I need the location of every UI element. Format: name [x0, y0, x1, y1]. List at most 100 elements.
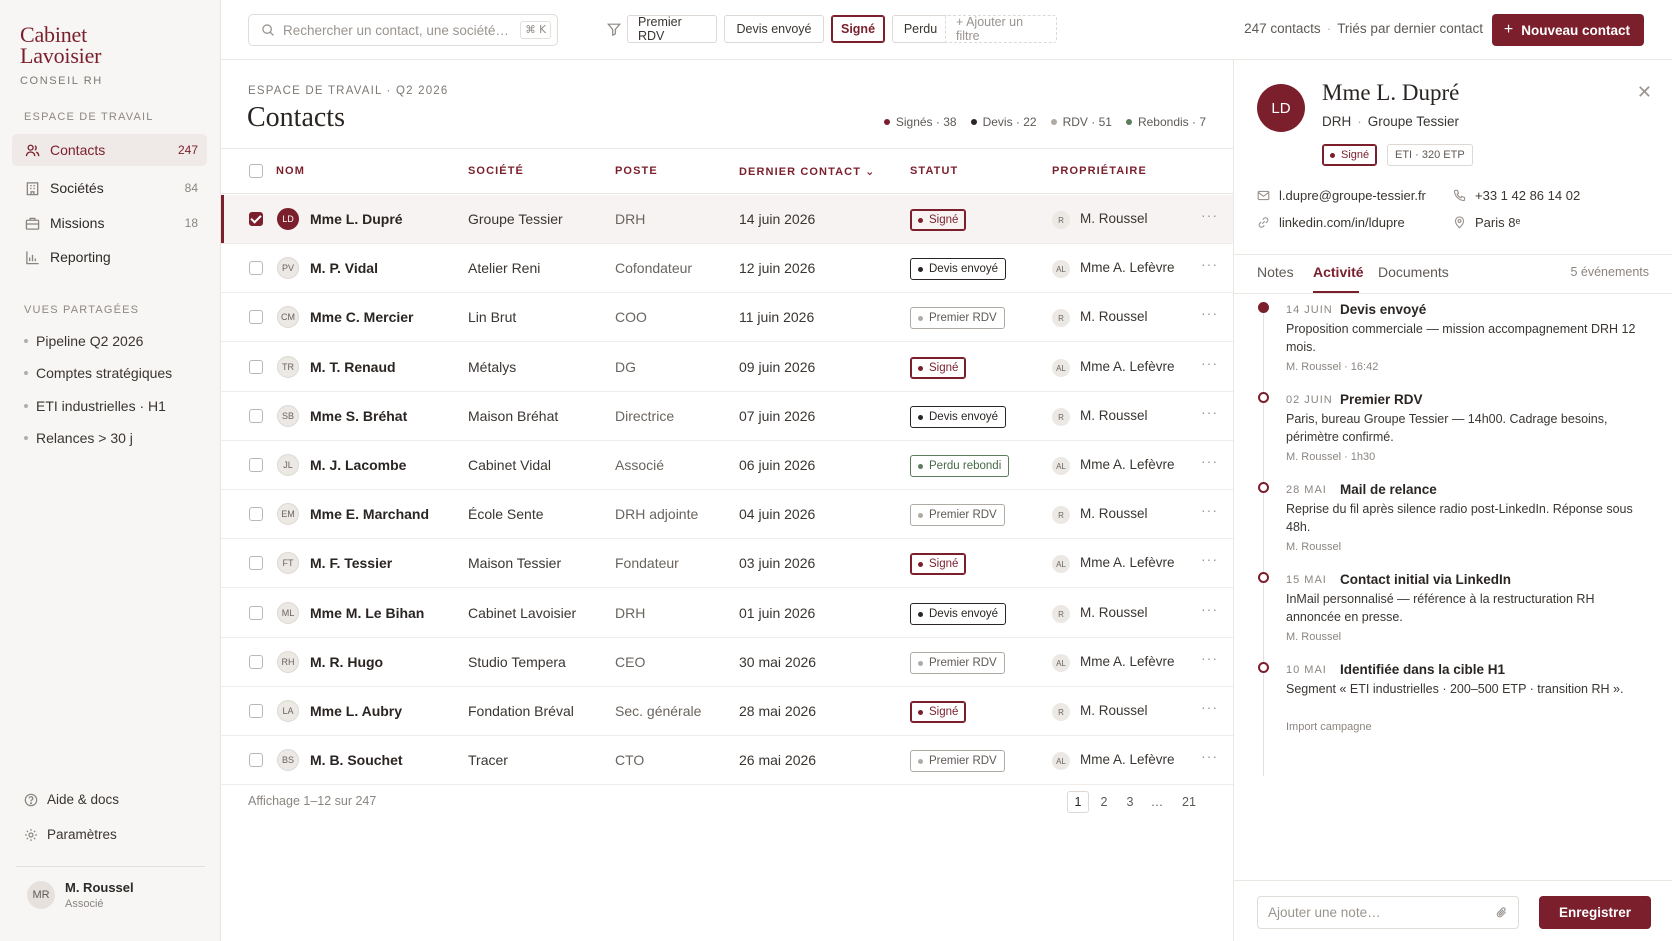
column-header-nom[interactable]: NOM: [276, 165, 305, 177]
shared-view-item[interactable]: ETI industrielles · H1: [24, 398, 166, 414]
bullet-icon: [24, 436, 28, 440]
row-checkbox[interactable]: [249, 458, 263, 472]
column-header-dernier-contact[interactable]: DERNIER CONTACT ⌄: [739, 166, 876, 178]
filter-chip-perdu[interactable]: Perdu: [892, 15, 949, 43]
new-contact-button[interactable]: + Nouveau contact: [1491, 14, 1644, 46]
contact-name-cell[interactable]: M. B. Souchet: [310, 752, 403, 768]
column-header-poste[interactable]: POSTE: [615, 165, 658, 177]
event-title: Identifiée dans la cible H1: [1340, 662, 1506, 677]
brand-subtitle: CONSEIL RH: [20, 75, 103, 87]
contact-location: Paris 8ᵉ: [1453, 215, 1520, 230]
column-header-societe[interactable]: SOCIÉTÉ: [468, 165, 524, 177]
company-cell: École Sente: [468, 506, 544, 522]
shared-view-item[interactable]: Relances > 30 j: [24, 430, 133, 446]
settings-link[interactable]: Paramètres: [24, 827, 117, 842]
legend-item: RDV · 51: [1050, 115, 1112, 129]
row-checkbox[interactable]: [249, 507, 263, 521]
more-actions-icon[interactable]: ···: [1201, 453, 1218, 469]
table-row[interactable]: FT M. F. Tessier Maison Tessier Fondateur 03…: [221, 539, 1233, 588]
table-row[interactable]: TR M. T. Renaud Métalys DG 09 juin 2026 Signé…: [221, 343, 1233, 392]
contact-email[interactable]: l.dupre@groupe-tessier.fr: [1257, 188, 1426, 203]
table-row[interactable]: JL M. J. Lacombe Cabinet Vidal Associé 06 ju…: [221, 441, 1233, 490]
table-row[interactable]: LA Mme L. Aubry Fondation Bréval Sec. génér…: [221, 687, 1233, 736]
table-row[interactable]: PV M. P. Vidal Atelier Reni Cofondateur 12 j…: [221, 244, 1233, 293]
contact-name-cell[interactable]: Mme C. Mercier: [310, 309, 414, 325]
select-all-checkbox[interactable]: [249, 164, 263, 178]
tab-notes[interactable]: Notes: [1257, 264, 1294, 280]
column-header-proprietaire[interactable]: PROPRIÉTAIRE: [1052, 165, 1147, 177]
help-link[interactable]: Aide & docs: [24, 792, 119, 807]
filter-chip-signe[interactable]: Signé: [831, 15, 885, 43]
more-actions-icon[interactable]: ···: [1201, 748, 1218, 764]
row-checkbox[interactable]: [249, 212, 263, 226]
more-actions-icon[interactable]: ···: [1201, 256, 1218, 272]
table-row[interactable]: SB Mme S. Bréhat Maison Bréhat Directrice 07…: [221, 392, 1233, 441]
more-actions-icon[interactable]: ···: [1201, 502, 1218, 518]
contact-name-cell[interactable]: Mme S. Bréhat: [310, 408, 408, 424]
brand-logo[interactable]: Cabinet Lavoisier CONSEIL RH: [20, 24, 103, 88]
contact-company[interactable]: Groupe Tessier: [1367, 114, 1460, 129]
more-actions-icon[interactable]: ···: [1201, 650, 1218, 666]
page-button-21[interactable]: 21: [1182, 795, 1196, 809]
sidebar-item-reporting[interactable]: Reporting: [12, 241, 207, 273]
more-actions-icon[interactable]: ···: [1201, 207, 1218, 223]
row-checkbox[interactable]: [249, 310, 263, 324]
contact-name-cell[interactable]: M. T. Renaud: [310, 359, 396, 375]
note-input[interactable]: Ajouter une note…: [1257, 896, 1519, 929]
row-checkbox[interactable]: [249, 556, 263, 570]
filter-chip-devis-envoye[interactable]: Devis envoyé: [724, 15, 824, 43]
more-actions-icon[interactable]: ···: [1201, 699, 1218, 715]
contact-name-cell[interactable]: M. P. Vidal: [310, 260, 378, 276]
table-row[interactable]: BS M. B. Souchet Tracer CTO 26 mai 2026 Premi…: [221, 736, 1233, 785]
row-checkbox[interactable]: [249, 753, 263, 767]
contact-name-cell[interactable]: Mme M. Le Bihan: [310, 605, 425, 621]
sort-label[interactable]: Triés par dernier contact: [1337, 21, 1483, 36]
contact-name-cell[interactable]: Mme L. Aubry: [310, 703, 403, 719]
search-input[interactable]: Rechercher un contact, une société… ⌘ K: [248, 14, 558, 46]
contact-name-cell[interactable]: M. F. Tessier: [310, 555, 393, 571]
page-button-3[interactable]: 3: [1126, 795, 1134, 809]
row-checkbox[interactable]: [249, 704, 263, 718]
shared-view-item[interactable]: Pipeline Q2 2026: [24, 333, 143, 349]
contact-name-cell[interactable]: Mme E. Marchand: [310, 506, 430, 522]
more-actions-icon[interactable]: ···: [1201, 601, 1218, 617]
more-actions-icon[interactable]: ···: [1201, 355, 1218, 371]
table-row[interactable]: RH M. R. Hugo Studio Tempera CEO 30 mai 2026…: [221, 638, 1233, 687]
table-row[interactable]: LD Mme L. Dupré Groupe Tessier DRH 14 juin 2…: [221, 195, 1233, 244]
event-description: Paris, bureau Groupe Tessier — 14h00. Ca…: [1286, 412, 1608, 444]
more-actions-icon[interactable]: ···: [1201, 551, 1218, 567]
more-actions-icon[interactable]: ···: [1201, 404, 1218, 420]
row-checkbox[interactable]: [249, 261, 263, 275]
close-icon[interactable]: ✕: [1636, 82, 1652, 102]
table-row[interactable]: CM Mme C. Mercier Lin Brut COO 11 juin 2026 P…: [221, 293, 1233, 342]
filter-icon[interactable]: [607, 22, 621, 37]
row-checkbox[interactable]: [249, 409, 263, 423]
page-button-1[interactable]: 1: [1067, 791, 1089, 813]
table-row[interactable]: EM Mme E. Marchand École Sente DRH adjointe…: [221, 490, 1233, 539]
paperclip-icon[interactable]: [1495, 906, 1508, 919]
tab-documents[interactable]: Documents: [1378, 264, 1449, 280]
shared-view-item[interactable]: Comptes stratégiques: [24, 365, 172, 381]
add-filter-button[interactable]: + Ajouter un filtre: [945, 15, 1057, 43]
user-profile[interactable]: MR M. Roussel Associé: [27, 880, 134, 910]
tab-activite[interactable]: Activité: [1313, 264, 1364, 280]
contact-name-cell[interactable]: M. J. Lacombe: [310, 457, 407, 473]
contact-linkedin[interactable]: linkedin.com/in/ldupre: [1257, 215, 1405, 230]
row-checkbox[interactable]: [249, 655, 263, 669]
contact-name-cell[interactable]: Mme L. Dupré: [310, 211, 403, 227]
avatar: ML: [277, 602, 299, 624]
sidebar-item-missions[interactable]: Missions 18: [12, 207, 207, 239]
contact-name-cell[interactable]: M. R. Hugo: [310, 654, 384, 670]
sidebar-item-contacts[interactable]: Contacts 247: [12, 134, 207, 166]
contact-phone[interactable]: +33 1 42 86 14 02: [1453, 188, 1580, 203]
row-checkbox[interactable]: [249, 606, 263, 620]
column-header-statut[interactable]: STATUT: [910, 165, 959, 177]
save-note-button[interactable]: Enregistrer: [1539, 896, 1651, 929]
filter-chip-premier-rdv[interactable]: Premier RDV: [627, 15, 717, 43]
page-button-2[interactable]: 2: [1100, 795, 1108, 809]
row-checkbox[interactable]: [249, 360, 263, 374]
table-row[interactable]: ML Mme M. Le Bihan Cabinet Lavoisier DRH 01 …: [221, 589, 1233, 638]
status-dot-icon: [918, 758, 923, 764]
sidebar-item-societes[interactable]: Sociétés 84: [12, 172, 207, 204]
more-actions-icon[interactable]: ···: [1201, 305, 1218, 321]
